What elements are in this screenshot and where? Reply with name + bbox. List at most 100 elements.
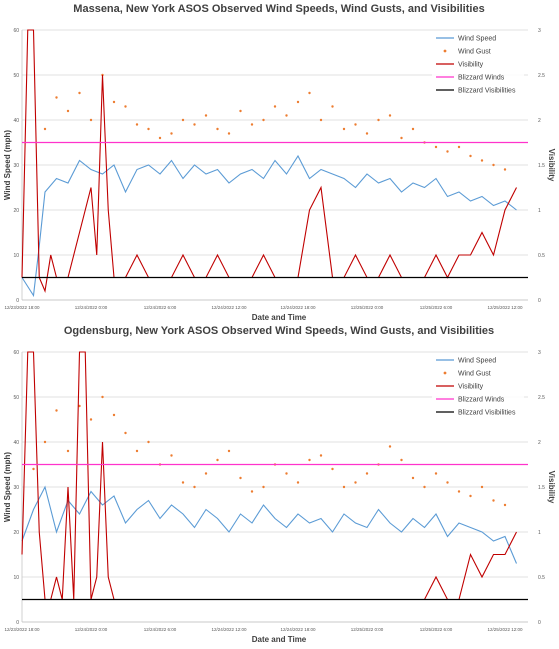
series-wind-gust-point (124, 105, 127, 108)
y-tick-label: 40 (13, 118, 19, 124)
series-wind-gust-point (250, 490, 254, 493)
series-wind-gust-point (469, 154, 472, 158)
series-wind-gust-point (43, 127, 47, 131)
chart-panel-ogdensburg: Ogdensburg, New York ASOS Observed Wind … (0, 322, 559, 644)
series-wind-gust-point (262, 485, 265, 489)
series-wind-gust-point (285, 114, 288, 117)
series-wind-gust-point (216, 127, 219, 131)
y2-tick-label: 0 (538, 298, 541, 304)
series-wind-gust-point (457, 145, 461, 149)
y2-axis-label: Visibility (547, 149, 556, 182)
legend-label-wind-speed: Wind Speed (458, 358, 496, 365)
legend-label-visibility: Visibility (458, 62, 484, 69)
legend: Wind Speed Wind Gust Visibility Blizzard Wi… (432, 31, 524, 97)
series-wind-gust-point (147, 127, 150, 131)
chart-svg-ogdensburg: Ogdensburg, New York ASOS Observed Wind … (0, 322, 559, 644)
x-tick-label: 12/24/2022 18:00 (280, 305, 316, 310)
x-tick-label: 12/24/2022 18:00 (280, 627, 316, 632)
series-wind-gust-point (492, 499, 495, 502)
series-wind-gust-point (216, 458, 219, 462)
series-wind-gust-point (78, 404, 81, 408)
series-wind-gust-point (411, 127, 415, 131)
y-tick-label: 60 (13, 350, 19, 356)
series-wind-gust-point (273, 105, 277, 108)
y-axis-label: Wind Speed (mph) (3, 452, 12, 522)
y2-tick-label: 1.5 (538, 485, 545, 491)
series-wind-gust-point (354, 481, 357, 484)
series-wind-gust-point (181, 481, 185, 484)
series-wind-gust-point (434, 145, 438, 149)
legend-label-blizzard-visibilities: Blizzard Visibilities (458, 410, 516, 417)
x-tick-label: 12/23/2022 18:00 (4, 627, 40, 632)
legend-label-blizzard-visibilities: Blizzard Visibilities (458, 88, 516, 95)
series-wind-gust-point (331, 105, 334, 108)
series-wind-gust-point (239, 476, 242, 480)
series-wind-gust-point (193, 485, 196, 489)
series-wind-gust-point (480, 485, 484, 489)
series-wind-speed-line (21, 485, 518, 564)
legend-label-wind-gust: Wind Gust (458, 49, 491, 56)
y2-tick-label: 0 (538, 620, 541, 626)
x-tick-label: 12/25/2022 0:00 (351, 627, 384, 632)
legend-swatch-wind-gust (443, 49, 447, 53)
y-tick-label: 30 (13, 163, 19, 169)
y-tick-label: 0 (16, 298, 19, 304)
legend-label-wind-speed: Wind Speed (458, 36, 496, 43)
y-tick-label: 20 (13, 208, 19, 214)
series-wind-gust-point (342, 127, 346, 131)
series-wind-gust-point (377, 118, 380, 122)
x-tick-label: 12/25/2022 12:00 (487, 627, 523, 632)
series-wind-gust-point (319, 118, 323, 122)
chart-title: Ogdensburg, New York ASOS Observed Wind … (64, 325, 494, 337)
series-wind-gust-point (319, 454, 323, 457)
series-wind-gust-point (457, 490, 461, 493)
series-wind-gust-point (227, 132, 231, 135)
y2-tick-label: 0.5 (538, 575, 545, 581)
y-tick-label: 0 (16, 620, 19, 626)
series-wind-gust-point (469, 494, 472, 498)
series-wind-gust-point (388, 114, 392, 117)
y-tick-label: 30 (13, 485, 19, 491)
chart-panel-massena: Massena, New York ASOS Observed Wind Spe… (0, 0, 559, 322)
legend-label-wind-gust: Wind Gust (458, 371, 491, 378)
series-wind-gust-point (434, 472, 438, 475)
series-wind-gust-point (112, 100, 116, 104)
series-wind-gust-point (365, 132, 369, 135)
series-wind-gust-point (365, 472, 369, 475)
x-tick-label: 12/24/2022 6:00 (144, 305, 177, 310)
series-wind-gust-point (101, 395, 104, 399)
series-wind-gust-point (331, 467, 334, 471)
series-wind-gust-point (446, 481, 449, 484)
x-tick-label: 12/24/2022 6:00 (144, 627, 177, 632)
series-wind-gust-point (32, 467, 35, 471)
y-tick-label: 20 (13, 530, 19, 536)
series-wind-gust-point (227, 449, 231, 453)
series-wind-gust-point (89, 418, 93, 421)
series-wind-gust-point (503, 168, 507, 171)
series-wind-gust-point (147, 440, 150, 444)
series-wind-gust-point (66, 449, 70, 453)
series-wind-gust-point (492, 163, 495, 167)
x-tick-label: 12/24/2022 0:00 (75, 627, 108, 632)
series-wind-gust-point (285, 472, 288, 475)
legend-label-visibility: Visibility (458, 384, 484, 391)
series-wind-gust-point (135, 449, 139, 453)
y2-axis-label: Visibility (547, 471, 556, 504)
series-wind-gust-point (204, 114, 208, 117)
y2-tick-label: 1 (538, 208, 541, 214)
legend-label-blizzard-winds: Blizzard Winds (458, 397, 505, 404)
series-wind-gust-point (423, 485, 426, 489)
series-wind-gust-point (354, 123, 357, 126)
series-wind-gust-point (181, 118, 185, 122)
y-tick-label: 60 (13, 28, 19, 34)
x-tick-label: 12/25/2022 12:00 (487, 305, 523, 310)
y2-tick-label: 0.5 (538, 253, 545, 259)
series-wind-gust-point (308, 91, 311, 95)
series-wind-gust-point (446, 150, 449, 153)
series-wind-gust-point (170, 132, 173, 135)
series-wind-gust-point (250, 123, 254, 126)
x-axis-label: Date and Time (252, 313, 307, 322)
y2-tick-label: 2 (538, 440, 541, 446)
series-wind-gust-point (170, 454, 173, 457)
y2-tick-label: 1 (538, 530, 541, 536)
